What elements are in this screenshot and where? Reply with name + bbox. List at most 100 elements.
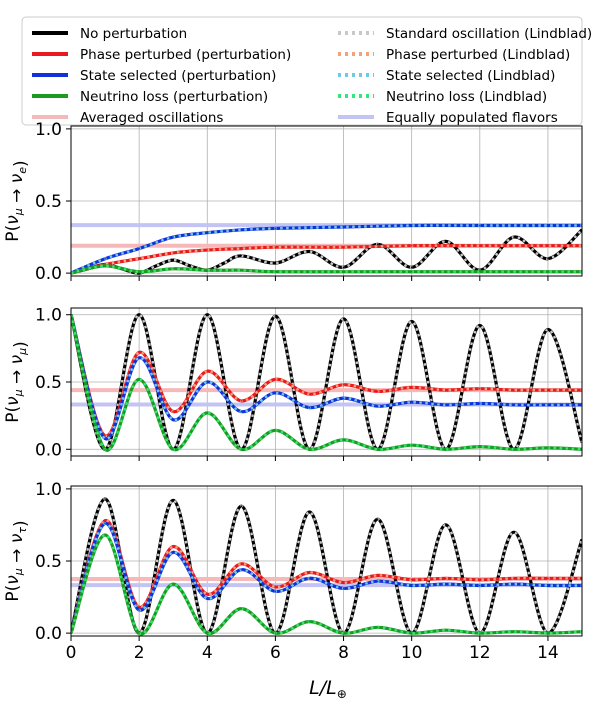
data-point bbox=[513, 577, 515, 580]
legend-label-standard-oscillation-lindblad: Standard oscillation (Lindblad) bbox=[386, 26, 592, 42]
x-axis-label: L/L⊕ bbox=[309, 677, 347, 701]
data-point bbox=[547, 328, 549, 331]
data-point bbox=[342, 581, 345, 584]
y-tick-label: 1.0 bbox=[35, 480, 62, 500]
data-point bbox=[274, 586, 277, 588]
data-point bbox=[240, 563, 243, 565]
data-point bbox=[274, 590, 277, 593]
data-point bbox=[138, 247, 140, 250]
data-point bbox=[104, 265, 106, 267]
data-point bbox=[104, 257, 106, 260]
data-point bbox=[308, 571, 311, 574]
data-point bbox=[513, 404, 515, 406]
data-point bbox=[104, 498, 106, 500]
legend-label-neutrino-loss-perturbation: Neutrino loss (perturbation) bbox=[80, 89, 268, 105]
data-point bbox=[172, 583, 174, 585]
data-point bbox=[479, 445, 481, 448]
data-point bbox=[342, 383, 345, 386]
series-lindblad-no-perturbation bbox=[71, 313, 582, 451]
data-point bbox=[376, 626, 379, 629]
panel-3: 0.0 0.5 1.0 0 2 4 6 8 10 12 14 P(νμ → ντ) bbox=[3, 480, 583, 663]
panels: 0.00.51.0P(νμ → νe)0.00.51.0P(νμ → νμ)0.… bbox=[3, 120, 583, 663]
legend-label-no-perturbation: No perturbation bbox=[80, 26, 187, 42]
data-point bbox=[206, 381, 209, 383]
data-point bbox=[172, 499, 174, 502]
data-point bbox=[274, 270, 277, 273]
series-lindblad-no-perturbation bbox=[71, 497, 582, 635]
y-tick-label: 0.5 bbox=[35, 373, 62, 393]
data-point bbox=[376, 518, 379, 520]
data-point bbox=[240, 410, 243, 413]
data-point bbox=[444, 448, 447, 451]
data-point bbox=[342, 266, 345, 269]
y-tick-label: 0.5 bbox=[35, 552, 62, 572]
y-axis-label: P(νμ → νe) bbox=[3, 160, 31, 241]
data-point bbox=[274, 246, 277, 248]
data-point bbox=[444, 404, 447, 406]
x-tick-label: 10 bbox=[401, 643, 423, 663]
series-lindblad-state-selected-perturbation bbox=[71, 224, 582, 275]
data-point bbox=[479, 324, 481, 327]
y-tick-label: 1.0 bbox=[35, 306, 62, 326]
data-point bbox=[479, 584, 481, 587]
data-point bbox=[155, 265, 157, 267]
data-point bbox=[172, 545, 174, 548]
data-point bbox=[444, 583, 447, 585]
data-point bbox=[513, 389, 515, 391]
x-tick-label: 14 bbox=[537, 643, 559, 663]
data-point bbox=[479, 632, 481, 634]
legend-label-neutrino-loss-lindblad: Neutrino loss (Lindblad) bbox=[386, 89, 547, 105]
data-point bbox=[308, 577, 311, 580]
data-point bbox=[138, 606, 140, 608]
y-tick-label: 1.0 bbox=[35, 120, 62, 140]
data-point bbox=[342, 439, 345, 441]
data-point bbox=[172, 448, 174, 451]
data-point bbox=[308, 393, 311, 395]
data-point bbox=[342, 270, 345, 273]
plot-area bbox=[71, 223, 582, 275]
data-point bbox=[547, 389, 549, 391]
y-tick-label: 0.0 bbox=[35, 264, 62, 284]
data-point bbox=[410, 320, 413, 323]
data-point bbox=[342, 397, 345, 399]
data-point bbox=[240, 607, 243, 610]
data-point bbox=[342, 246, 345, 248]
data-point bbox=[376, 243, 379, 246]
data-point bbox=[206, 269, 209, 272]
data-point bbox=[240, 505, 243, 507]
data-point bbox=[206, 593, 209, 595]
x-tick-label: 2 bbox=[134, 643, 145, 663]
data-point bbox=[376, 390, 379, 393]
data-point bbox=[274, 227, 277, 230]
data-point bbox=[104, 437, 106, 440]
data-point bbox=[376, 448, 379, 451]
data-point bbox=[410, 244, 413, 247]
data-point bbox=[410, 386, 413, 389]
data-point bbox=[308, 448, 311, 451]
x-tick-label: 4 bbox=[202, 643, 213, 663]
data-point bbox=[240, 269, 243, 272]
data-point bbox=[172, 259, 174, 261]
data-point bbox=[479, 387, 481, 390]
data-point bbox=[206, 597, 209, 600]
series-lindblad-phase-perturbed-perturbation bbox=[71, 519, 582, 634]
data-point bbox=[240, 400, 243, 402]
data-point bbox=[172, 551, 174, 554]
data-point bbox=[410, 632, 413, 634]
data-point bbox=[547, 584, 549, 587]
data-point bbox=[138, 270, 140, 273]
panel-1: 0.0 0.5 1.0P(νμ → νe) bbox=[3, 120, 583, 284]
data-point bbox=[410, 266, 413, 269]
data-point bbox=[104, 519, 106, 522]
data-point bbox=[240, 568, 243, 571]
data-point bbox=[376, 580, 379, 582]
legend-label-phase-perturbed-lindblad: Phase perturbed (Lindblad) bbox=[386, 47, 570, 63]
legend-label-state-selected-lindblad: State selected (Lindblad) bbox=[386, 68, 555, 84]
data-point bbox=[172, 267, 174, 270]
data-point bbox=[206, 632, 209, 634]
data-point bbox=[274, 391, 277, 394]
data-point bbox=[410, 401, 413, 403]
legend-label-equally-populated-flavors: Equally populated flavors bbox=[386, 110, 558, 126]
data-point bbox=[138, 351, 140, 354]
y-tick-label: 0.0 bbox=[35, 440, 62, 460]
